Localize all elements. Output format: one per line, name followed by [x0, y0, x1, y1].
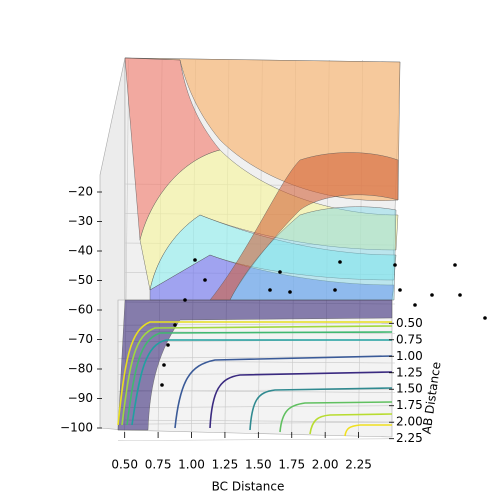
contour: [209, 371, 393, 429]
x-tick-label: 2.00: [312, 458, 339, 472]
x-tick-label: 0.75: [145, 458, 172, 472]
trajectory-point: [162, 363, 166, 367]
trajectory-point: [160, 383, 164, 387]
contour: [249, 387, 393, 431]
trajectory-point: [393, 263, 397, 267]
z-tick-label: −40: [68, 244, 93, 258]
grid-line: [117, 405, 393, 409]
trajectory-point: [483, 316, 487, 320]
z-tick-label: −30: [68, 214, 93, 228]
z-tick-label: −100: [60, 421, 93, 435]
trajectory-point: [453, 263, 457, 267]
y-tick-label: 1.25: [396, 365, 423, 379]
y-tick-label: 0.75: [396, 332, 423, 346]
x-axis-label: BC Distance: [212, 480, 285, 494]
trajectory: [160, 258, 487, 387]
ticks: −20 −30 −40 −50 −60 −70 −80 −90 −100 0.50 0.75 1.00…: [60, 185, 423, 472]
x-tick-label: 1.25: [212, 458, 239, 472]
y-tick-label: 1.50: [396, 382, 423, 396]
x-tick-label: 1.00: [178, 458, 205, 472]
x-tick-label: 0.50: [111, 458, 138, 472]
surface-band: [229, 206, 397, 301]
contour: [279, 401, 393, 433]
y-tick-label: 2.25: [396, 431, 423, 445]
surface-band: [117, 299, 393, 431]
trajectory-point: [166, 343, 170, 347]
grid-line: [124, 419, 396, 423]
trajectory-point: [173, 323, 177, 327]
surface-band: [149, 254, 395, 301]
y-tick-label: 1.00: [396, 349, 423, 363]
surface: [117, 57, 401, 431]
trajectory-point: [430, 293, 434, 297]
contour: [121, 325, 393, 426]
z-tick-label: −50: [68, 273, 93, 287]
z-tick-label: −20: [68, 185, 93, 199]
surface-band: [149, 214, 397, 291]
trajectory-point: [413, 303, 417, 307]
trajectory-point: [333, 288, 337, 292]
trajectory-point: [338, 260, 342, 264]
contours: [117, 321, 393, 437]
trajectory-point: [278, 270, 282, 274]
contour: [344, 424, 392, 437]
contour: [131, 339, 392, 426]
z-tick-label: −90: [68, 391, 93, 405]
grid-line: [124, 360, 396, 364]
x-tick-label: 2.25: [345, 458, 372, 472]
contour: [174, 355, 393, 429]
y-tick-label: 1.75: [396, 398, 423, 412]
trajectory-point: [268, 288, 272, 292]
trajectory-point: [203, 278, 207, 282]
y-tick-label: 0.50: [396, 316, 423, 330]
contour: [117, 321, 392, 426]
trajectory-point: [458, 293, 462, 297]
trajectory-point: [398, 288, 402, 292]
trajectory-point: [183, 298, 187, 302]
z-tick-label: −60: [68, 303, 93, 317]
z-tick-label: −80: [68, 362, 93, 376]
z-tick-label: −70: [68, 332, 93, 346]
contour: [126, 331, 393, 426]
trajectory-point: [193, 258, 197, 262]
y-tick-label: 2.00: [396, 415, 423, 429]
x-tick-label: 1.75: [278, 458, 305, 472]
grid-line: [117, 438, 393, 442]
trajectory-point: [288, 290, 292, 294]
contour: [309, 413, 393, 435]
grid-line: [117, 421, 393, 425]
x-tick-label: 1.50: [245, 458, 272, 472]
y-axis-label: AB Distance: [420, 361, 444, 435]
